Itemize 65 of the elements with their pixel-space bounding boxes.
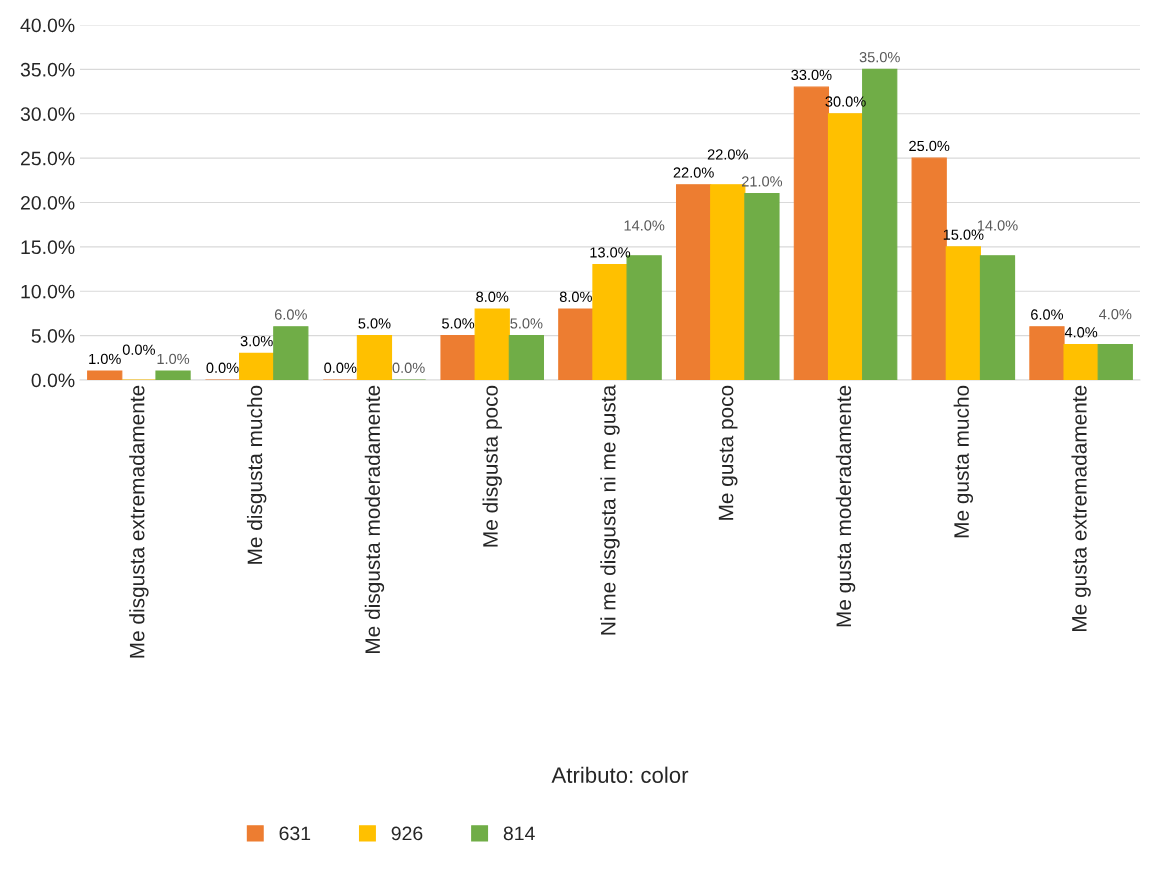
x-tick-label: Me gusta moderadamente	[835, 385, 856, 627]
bar	[155, 370, 191, 380]
x-tick-label: Me gusta poco	[718, 385, 738, 520]
bar	[1029, 326, 1065, 380]
y-tick-label: 0.0%	[31, 373, 75, 388]
data-label: 3.0%	[240, 336, 273, 347]
bar	[273, 326, 309, 380]
data-label: 8.0%	[476, 291, 509, 302]
bar	[474, 308, 510, 380]
y-tick-label: 40.0%	[20, 18, 75, 33]
y-tick-label: 25.0%	[20, 151, 75, 166]
x-tick-label: Me disgusta mucho	[246, 385, 267, 564]
y-tick-label: 5.0%	[31, 329, 75, 343]
legend-label: 926	[391, 826, 423, 841]
x-axis-title: Atributo: color	[551, 766, 689, 783]
data-label: 4.0%	[1098, 309, 1132, 320]
data-label: 1.0%	[157, 353, 190, 365]
bar	[558, 308, 594, 380]
bar	[356, 335, 393, 380]
data-label: 14.0%	[977, 220, 1018, 231]
y-tick-label: 20.0%	[20, 195, 75, 210]
bar	[1063, 343, 1099, 380]
data-label: 14.0%	[624, 220, 665, 231]
data-label: 35.0%	[859, 52, 900, 63]
y-tick-label: 30.0%	[20, 107, 75, 121]
legend-label: 631	[279, 826, 311, 841]
data-label: 25.0%	[909, 140, 950, 152]
bar	[675, 184, 712, 380]
bar	[508, 335, 545, 380]
data-label: 5.0%	[442, 318, 475, 329]
y-tick-label: 10.0%	[21, 284, 75, 299]
y-tick-label: 15.0%	[21, 240, 75, 255]
bar	[827, 113, 864, 380]
data-label: 1.0%	[89, 353, 121, 365]
x-tick-label: Me disgusta poco	[482, 385, 502, 547]
data-label: 22.0%	[673, 167, 714, 178]
data-label: 4.0%	[1064, 327, 1098, 338]
legend-label: 814	[503, 826, 535, 841]
bar	[979, 255, 1016, 380]
x-tick-label: Me disgusta moderadamente	[364, 385, 385, 653]
data-label: 13.0%	[590, 247, 631, 258]
x-tick-label: Me gusta mucho	[953, 385, 974, 538]
data-label: 8.0%	[559, 291, 592, 302]
y-tick-label: 35.0%	[20, 62, 75, 77]
bar	[592, 264, 628, 380]
data-label: 6.0%	[1031, 309, 1064, 320]
x-tick-label: Me disgusta extremadamente	[129, 385, 149, 658]
data-label: 6.0%	[274, 309, 307, 320]
x-tick-label: Ni me disgusta ni me gusta	[600, 384, 620, 635]
data-label: 0.0%	[324, 362, 357, 373]
bar	[239, 352, 275, 380]
data-label: 5.0%	[510, 318, 543, 329]
data-label: 33.0%	[791, 69, 832, 81]
bar	[945, 246, 981, 380]
data-label: 0.0%	[392, 362, 425, 373]
data-label: 0.0%	[122, 344, 155, 355]
data-label: 21.0%	[741, 176, 783, 187]
x-tick-label: Me gusta extremadamente	[1071, 385, 1091, 631]
bar	[744, 193, 780, 380]
bar	[1097, 343, 1133, 380]
bar	[87, 370, 123, 380]
data-label: 5.0%	[358, 318, 391, 329]
data-label: 22.0%	[707, 149, 748, 160]
data-label: 0.0%	[206, 362, 239, 373]
bar	[440, 335, 476, 380]
